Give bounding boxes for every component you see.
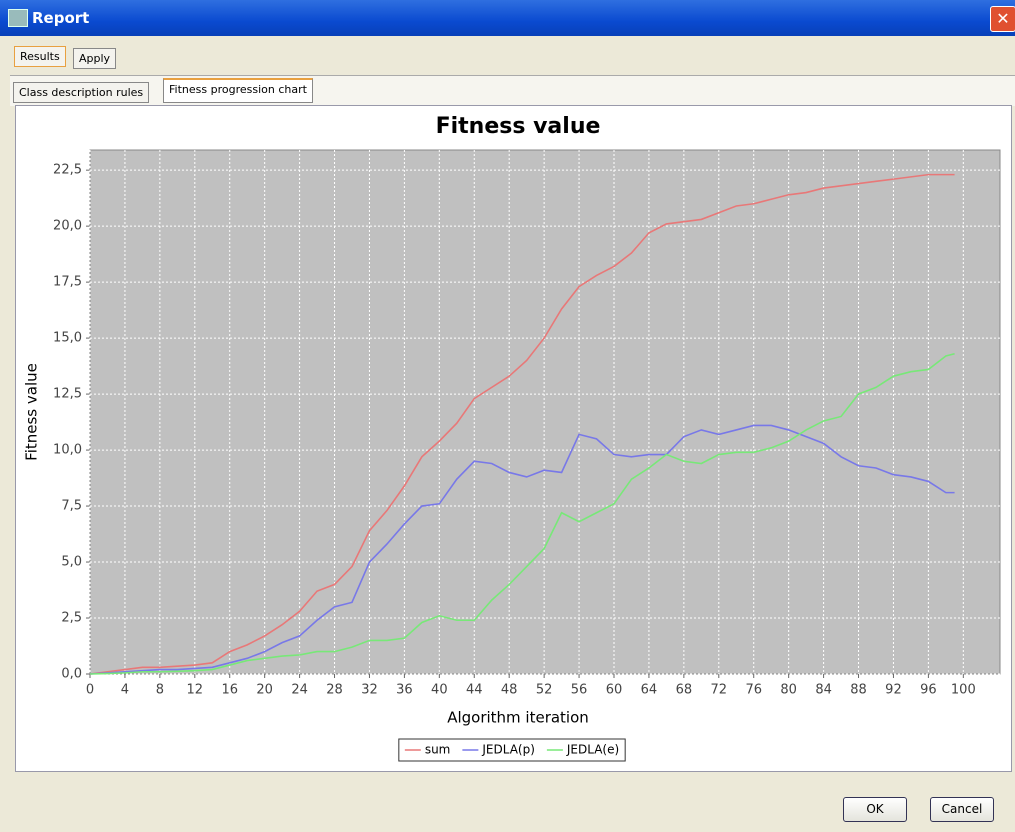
cancel-button[interactable]: Cancel	[930, 797, 994, 822]
window-title: Report	[32, 9, 90, 27]
x-tick-label: 56	[571, 683, 588, 698]
y-tick-label: 0,0	[61, 667, 82, 682]
series-line	[89, 424, 955, 675]
y-tick-label: 22,5	[53, 163, 82, 178]
series-line	[89, 353, 955, 675]
y-tick-label: 5,0	[61, 555, 82, 570]
x-tick-label: 24	[291, 683, 308, 698]
x-tick-label: 8	[156, 683, 164, 698]
x-tick-label: 92	[885, 683, 902, 698]
x-tick-label: 76	[745, 683, 762, 698]
legend-label: sum	[425, 743, 451, 757]
chart-title: Fitness value	[436, 114, 601, 139]
series-line	[89, 173, 955, 675]
ok-button[interactable]: OK	[843, 797, 907, 822]
x-tick-label: 72	[711, 683, 728, 698]
legend-box	[398, 738, 626, 762]
y-tick-label: 12,5	[53, 387, 82, 402]
x-tick-label: 88	[850, 683, 867, 698]
x-tick-label: 68	[676, 683, 693, 698]
y-axis-label: Fitness value	[23, 363, 41, 461]
y-tick-label: 17,5	[53, 275, 82, 290]
x-tick-label: 28	[326, 683, 343, 698]
x-tick-label: 36	[396, 683, 413, 698]
x-tick-label: 84	[815, 683, 832, 698]
x-tick-label: 96	[920, 683, 937, 698]
subtab[interactable]: Class description rules	[13, 82, 150, 103]
legend-label: JEDLA(p)	[481, 743, 535, 757]
tab[interactable]: Results	[14, 46, 66, 67]
subtab[interactable]: Fitness progression chart	[163, 78, 313, 103]
window-icon	[8, 9, 28, 27]
x-tick-label: 0	[86, 683, 94, 698]
close-button[interactable]: ✕	[990, 6, 1015, 32]
x-tick-label: 12	[187, 683, 204, 698]
tab[interactable]: Apply	[73, 48, 117, 69]
y-tick-label: 15,0	[53, 331, 82, 346]
y-tick-label: 2,5	[61, 611, 82, 626]
x-tick-label: 20	[256, 683, 273, 698]
x-tick-label: 60	[606, 683, 623, 698]
x-tick-label: 16	[221, 683, 238, 698]
x-tick-label: 44	[466, 683, 483, 698]
y-tick-label: 20,0	[53, 219, 82, 234]
x-tick-label: 40	[431, 683, 448, 698]
x-tick-label: 100	[951, 683, 976, 698]
legend: sum JEDLA(p) JEDLA(e)	[398, 738, 626, 762]
x-axis-label: Algorithm iteration	[447, 709, 589, 727]
y-tick-label: 7,5	[61, 499, 82, 514]
x-tick-label: 64	[641, 683, 658, 698]
plot-area	[89, 149, 1001, 675]
y-tick-label: 10,0	[53, 443, 82, 458]
x-tick-label: 52	[536, 683, 553, 698]
x-tick-label: 4	[121, 683, 129, 698]
x-tick-label: 32	[361, 683, 378, 698]
title-bar	[0, 0, 1015, 36]
chart: Fitness value Algorithm iteration Fitnes…	[23, 114, 1001, 762]
x-tick-label: 80	[780, 683, 797, 698]
legend-label: JEDLA(e)	[566, 743, 619, 757]
x-tick-label: 48	[501, 683, 518, 698]
